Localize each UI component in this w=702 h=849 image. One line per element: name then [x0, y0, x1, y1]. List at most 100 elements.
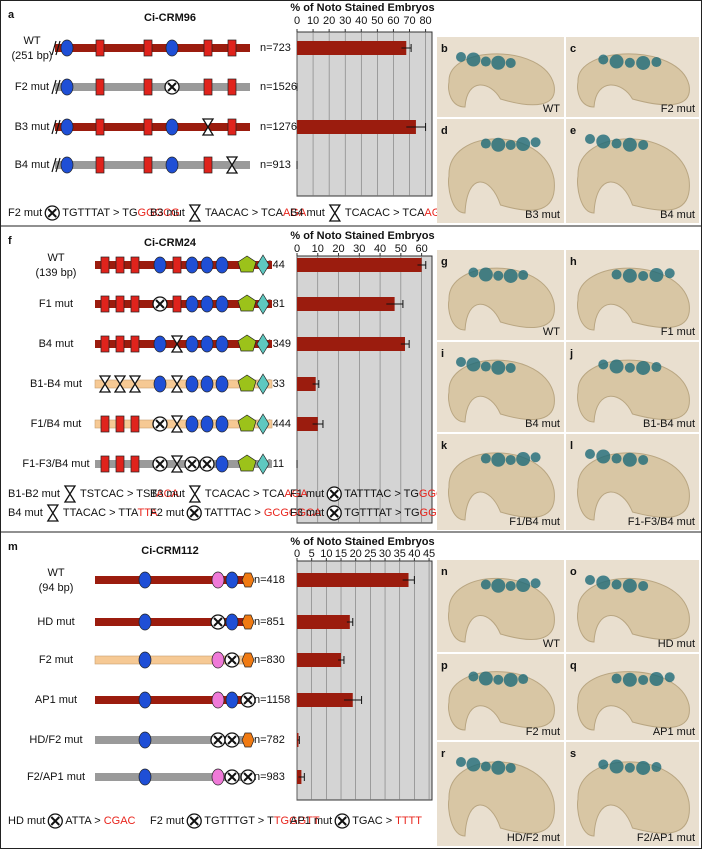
x-tick-label: 10 [307, 15, 319, 27]
construct-label: WT [23, 35, 40, 47]
construct-label: B4 mut [15, 159, 50, 171]
stain [505, 454, 516, 465]
n-label: n=723 [260, 42, 291, 54]
binding-site [143, 156, 153, 174]
legend-label: F3 mut [290, 507, 324, 519]
binding-site [60, 118, 74, 136]
binding-site [256, 413, 270, 435]
binding-site [60, 78, 74, 96]
binding-site [215, 295, 229, 313]
binding-site [138, 768, 152, 786]
mutated-site-x [167, 82, 177, 92]
binding-site [130, 335, 140, 353]
x-tick-label: 80 [419, 15, 431, 27]
x-tick-label: 10 [312, 243, 324, 255]
embryo [577, 53, 690, 108]
mutated-site [170, 455, 184, 473]
mutated-site-x [227, 655, 237, 665]
mutated-site-x [187, 459, 197, 469]
image-letter: l [570, 440, 573, 452]
legend-label: AP1 mut [290, 815, 332, 827]
stain [585, 575, 595, 585]
mutant-seq: GGGCG [138, 207, 180, 219]
binding-site [227, 39, 237, 57]
bar [297, 377, 316, 391]
error-bar [297, 736, 300, 744]
stain [609, 759, 624, 774]
stain [622, 672, 637, 687]
stain [611, 138, 622, 149]
plot-area [296, 31, 433, 197]
mutant-seq: TGGGTT [274, 815, 320, 827]
mutated-site-x [202, 459, 212, 469]
embryo [577, 359, 690, 423]
stain [651, 57, 662, 68]
binding-site [185, 256, 199, 274]
mutant-seq: TTA [138, 507, 159, 519]
image-caption: F1 mut [661, 326, 695, 338]
mutated-site [188, 204, 202, 222]
stain [480, 453, 491, 464]
binding-site [237, 414, 257, 432]
construct-backbone [95, 696, 252, 704]
wild-type-seq: TATTTAC > TG [344, 488, 419, 500]
image-caption: WT [543, 326, 560, 338]
binding-site [256, 254, 270, 276]
mutant-seq: AGA [284, 488, 308, 500]
stain [466, 357, 481, 372]
error-bar [343, 696, 363, 704]
binding-site [225, 571, 239, 589]
n-label: n=983 [254, 771, 285, 783]
binding-site [138, 571, 152, 589]
stain [468, 267, 479, 278]
x-tick-label: 5 [309, 548, 315, 560]
legend-sequence: TAACAC > TCAAGA [205, 207, 307, 219]
mutant-seq: CGAC [104, 815, 136, 827]
stain [456, 757, 466, 767]
plot-area [296, 560, 433, 801]
stain [516, 578, 531, 593]
mutated-site-x [155, 459, 165, 469]
n-label: n=830 [254, 654, 285, 666]
break-mark [51, 40, 61, 56]
stain [622, 452, 637, 467]
stain [636, 360, 651, 375]
binding-site [241, 614, 255, 630]
stain [622, 268, 637, 283]
binding-site [143, 118, 153, 136]
binding-site [130, 256, 140, 274]
mutated-site-x [329, 508, 339, 518]
binding-site [237, 334, 257, 352]
stain [638, 270, 649, 281]
construct-label: F1 mut [39, 298, 73, 310]
binding-site [200, 375, 214, 393]
stain [493, 270, 504, 281]
stain [480, 579, 491, 590]
binding-site [165, 39, 179, 57]
construct-label: B3 mut [15, 121, 50, 133]
error-bar [406, 123, 427, 131]
construct-label: HD/F2 mut [29, 734, 82, 746]
construct-label: AP1 mut [35, 694, 77, 706]
n-label: n=851 [254, 616, 285, 628]
stain [503, 672, 518, 687]
x-tick-label: 40 [355, 15, 367, 27]
legend-label: F1 mut [290, 488, 324, 500]
construct-title: Ci-CRM24 [144, 237, 197, 249]
embryo [448, 452, 555, 521]
binding-site [215, 455, 229, 473]
binding-site [215, 375, 229, 393]
binding-site [200, 256, 214, 274]
wild-type-seq: TTACAC > TTA [63, 507, 139, 519]
stain [622, 578, 637, 593]
image-caption: B4 mut [660, 209, 695, 221]
wild-type-seq: ATTA > [65, 815, 103, 827]
n-label: n=782 [254, 734, 285, 746]
stain [651, 362, 662, 373]
x-tick-label: 15 [335, 548, 347, 560]
stain [478, 267, 493, 282]
binding-site [143, 78, 153, 96]
construct-backbone [95, 460, 272, 468]
binding-site [95, 39, 105, 57]
stain [478, 671, 493, 686]
